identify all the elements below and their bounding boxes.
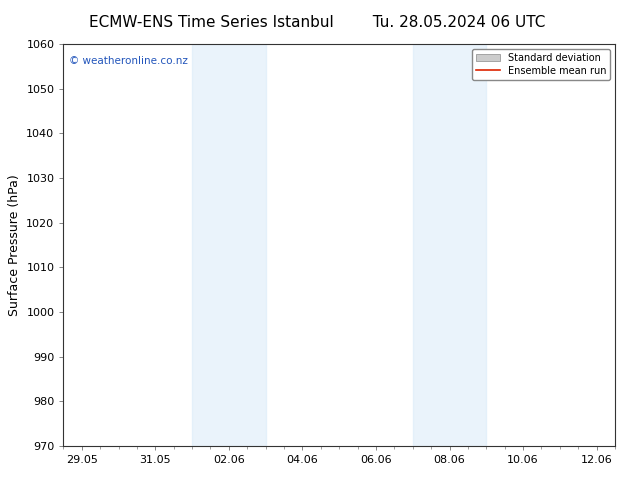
Bar bbox=[192, 44, 266, 446]
Text: ECMW-ENS Time Series Istanbul        Tu. 28.05.2024 06 UTC: ECMW-ENS Time Series Istanbul Tu. 28.05.… bbox=[89, 15, 545, 30]
Text: © weatheronline.co.nz: © weatheronline.co.nz bbox=[69, 56, 188, 66]
Y-axis label: Surface Pressure (hPa): Surface Pressure (hPa) bbox=[8, 174, 21, 316]
Bar bbox=[413, 44, 486, 446]
Legend: Standard deviation, Ensemble mean run: Standard deviation, Ensemble mean run bbox=[472, 49, 610, 80]
